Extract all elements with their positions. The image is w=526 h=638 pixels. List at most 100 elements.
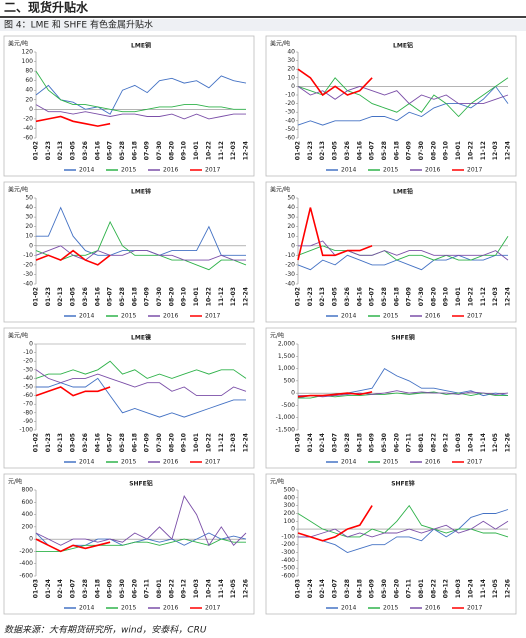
- legend-label: 2015: [383, 313, 398, 320]
- series-line: [36, 377, 246, 418]
- x-tick-label: 12-05: [492, 579, 499, 598]
- x-tick-label: 01-24: [307, 579, 314, 598]
- x-tick-label: 08-20: [168, 141, 175, 160]
- x-tick-label: 10-24: [205, 579, 212, 598]
- legend-label: 2017: [205, 313, 220, 320]
- y-tick-label: 0: [291, 526, 295, 533]
- x-tick-label: 08-01: [418, 579, 425, 598]
- legend-label: 2017: [467, 459, 482, 466]
- x-tick-label: 10-22: [205, 433, 212, 452]
- y-tick-label: 50: [287, 195, 295, 202]
- series-line: [35, 386, 111, 397]
- x-tick-label: 12-26: [243, 579, 250, 598]
- legend-label: 2014: [341, 167, 356, 174]
- y-tick-label: 0: [29, 242, 33, 249]
- x-tick-label: 03-28: [82, 579, 89, 598]
- x-tick-label: 04-16: [94, 287, 101, 306]
- legend-label: 2014: [341, 605, 356, 612]
- x-tick-label: 03-07: [332, 433, 339, 452]
- y-tick-label: 10: [287, 74, 295, 81]
- x-tick-label: 04-16: [356, 141, 363, 160]
- x-tick-label: 12-24: [505, 287, 512, 306]
- chart-title: SHFE铜: [391, 334, 415, 342]
- chart-title: SHFE铝: [129, 480, 153, 488]
- y-tick-label: 10: [25, 233, 33, 240]
- x-tick-label: 11-12: [480, 141, 487, 160]
- x-tick-label: 01-23: [307, 287, 314, 306]
- y-tick-label: -200: [281, 541, 295, 548]
- x-tick-label: 10-01: [193, 433, 200, 452]
- x-tick-label: 12-24: [243, 433, 250, 452]
- x-tick-label: 01-02: [295, 141, 302, 160]
- y-tick-label: 100: [22, 58, 34, 65]
- x-tick-label: 12-03: [230, 287, 237, 306]
- y-tick-label: 40: [25, 87, 33, 94]
- x-tick-label: 07-09: [406, 287, 413, 306]
- figure-title: 图 4：LME 和 SHFE 有色金属升贴水: [4, 19, 153, 31]
- y-tick-label: 600: [22, 499, 34, 506]
- y-tick-label: -20: [23, 261, 33, 268]
- x-tick-label: 12-03: [230, 433, 237, 452]
- legend-label: 2017: [467, 605, 482, 612]
- series-line: [297, 207, 373, 261]
- x-tick-label: 09-10: [443, 141, 450, 160]
- x-tick-label: 12-26: [505, 579, 512, 598]
- x-tick-label: 09-10: [443, 287, 450, 306]
- y-tick-label: 0: [29, 106, 33, 113]
- y-tick-label: 40: [287, 49, 295, 56]
- y-tick-label: 400: [22, 511, 34, 518]
- x-tick-label: 03-05: [70, 141, 77, 160]
- series-line: [35, 220, 247, 271]
- y-tick-label: 10: [287, 233, 295, 240]
- x-tick-label: 10-01: [455, 141, 462, 160]
- chart-title: LME铝: [393, 42, 413, 50]
- x-tick-label: 03-26: [344, 287, 351, 306]
- y-tick-label: -60: [23, 135, 33, 142]
- y-tick-label: -20: [23, 358, 33, 365]
- y-tick-label: 0: [291, 83, 295, 90]
- x-tick-label: 07-30: [156, 287, 163, 306]
- y-tick-label: 0: [29, 341, 33, 348]
- y-tick-label: 1,500: [278, 353, 295, 360]
- y-tick-label: -100: [281, 533, 295, 540]
- x-tick-label: 05-28: [381, 141, 388, 160]
- x-tick-label: 12-24: [243, 287, 250, 306]
- x-tick-label: 02-14: [319, 433, 326, 452]
- series-line: [35, 104, 246, 120]
- x-tick-label: 02-13: [57, 433, 64, 452]
- x-tick-label: 02-13: [319, 287, 326, 306]
- x-tick-label: 03-26: [82, 141, 89, 160]
- y-tick-label: -30: [285, 271, 295, 278]
- x-tick-label: 06-18: [393, 141, 400, 160]
- legend-label: 2015: [121, 459, 136, 466]
- x-tick-label: 05-07: [107, 433, 114, 452]
- x-tick-label: 05-28: [381, 287, 388, 306]
- y-unit: 美元/吨: [270, 186, 290, 194]
- x-tick-label: 12-05: [492, 433, 499, 452]
- y-tick-label: -70: [23, 401, 33, 408]
- x-tick-label: 06-18: [131, 141, 138, 160]
- series-line: [35, 360, 247, 379]
- y-tick-label: 20: [25, 96, 33, 103]
- y-tick-label: -90: [23, 418, 33, 425]
- panel: [265, 35, 517, 177]
- legend-label: 2017: [205, 459, 220, 466]
- series-line: [297, 77, 509, 118]
- y-tick-label: -600: [19, 573, 33, 580]
- x-tick-label: 09-12: [443, 433, 450, 452]
- x-tick-label: 07-09: [144, 433, 151, 452]
- x-tick-label: 05-30: [381, 433, 388, 452]
- x-tick-label: 07-09: [144, 141, 151, 160]
- legend-label: 2015: [383, 459, 398, 466]
- legend-label: 2016: [163, 605, 178, 612]
- x-tick-label: 08-22: [430, 579, 437, 598]
- x-tick-label: 01-23: [45, 433, 52, 452]
- y-tick-label: 100: [284, 518, 296, 525]
- y-tick-label: -1,500: [276, 427, 296, 434]
- series-line: [35, 369, 247, 397]
- y-tick-label: 1,000: [278, 365, 295, 372]
- y-tick-label: -60: [23, 392, 33, 399]
- y-tick-label: -100: [19, 427, 33, 434]
- x-tick-label: 03-05: [70, 287, 77, 306]
- y-tick-label: -50: [23, 384, 33, 391]
